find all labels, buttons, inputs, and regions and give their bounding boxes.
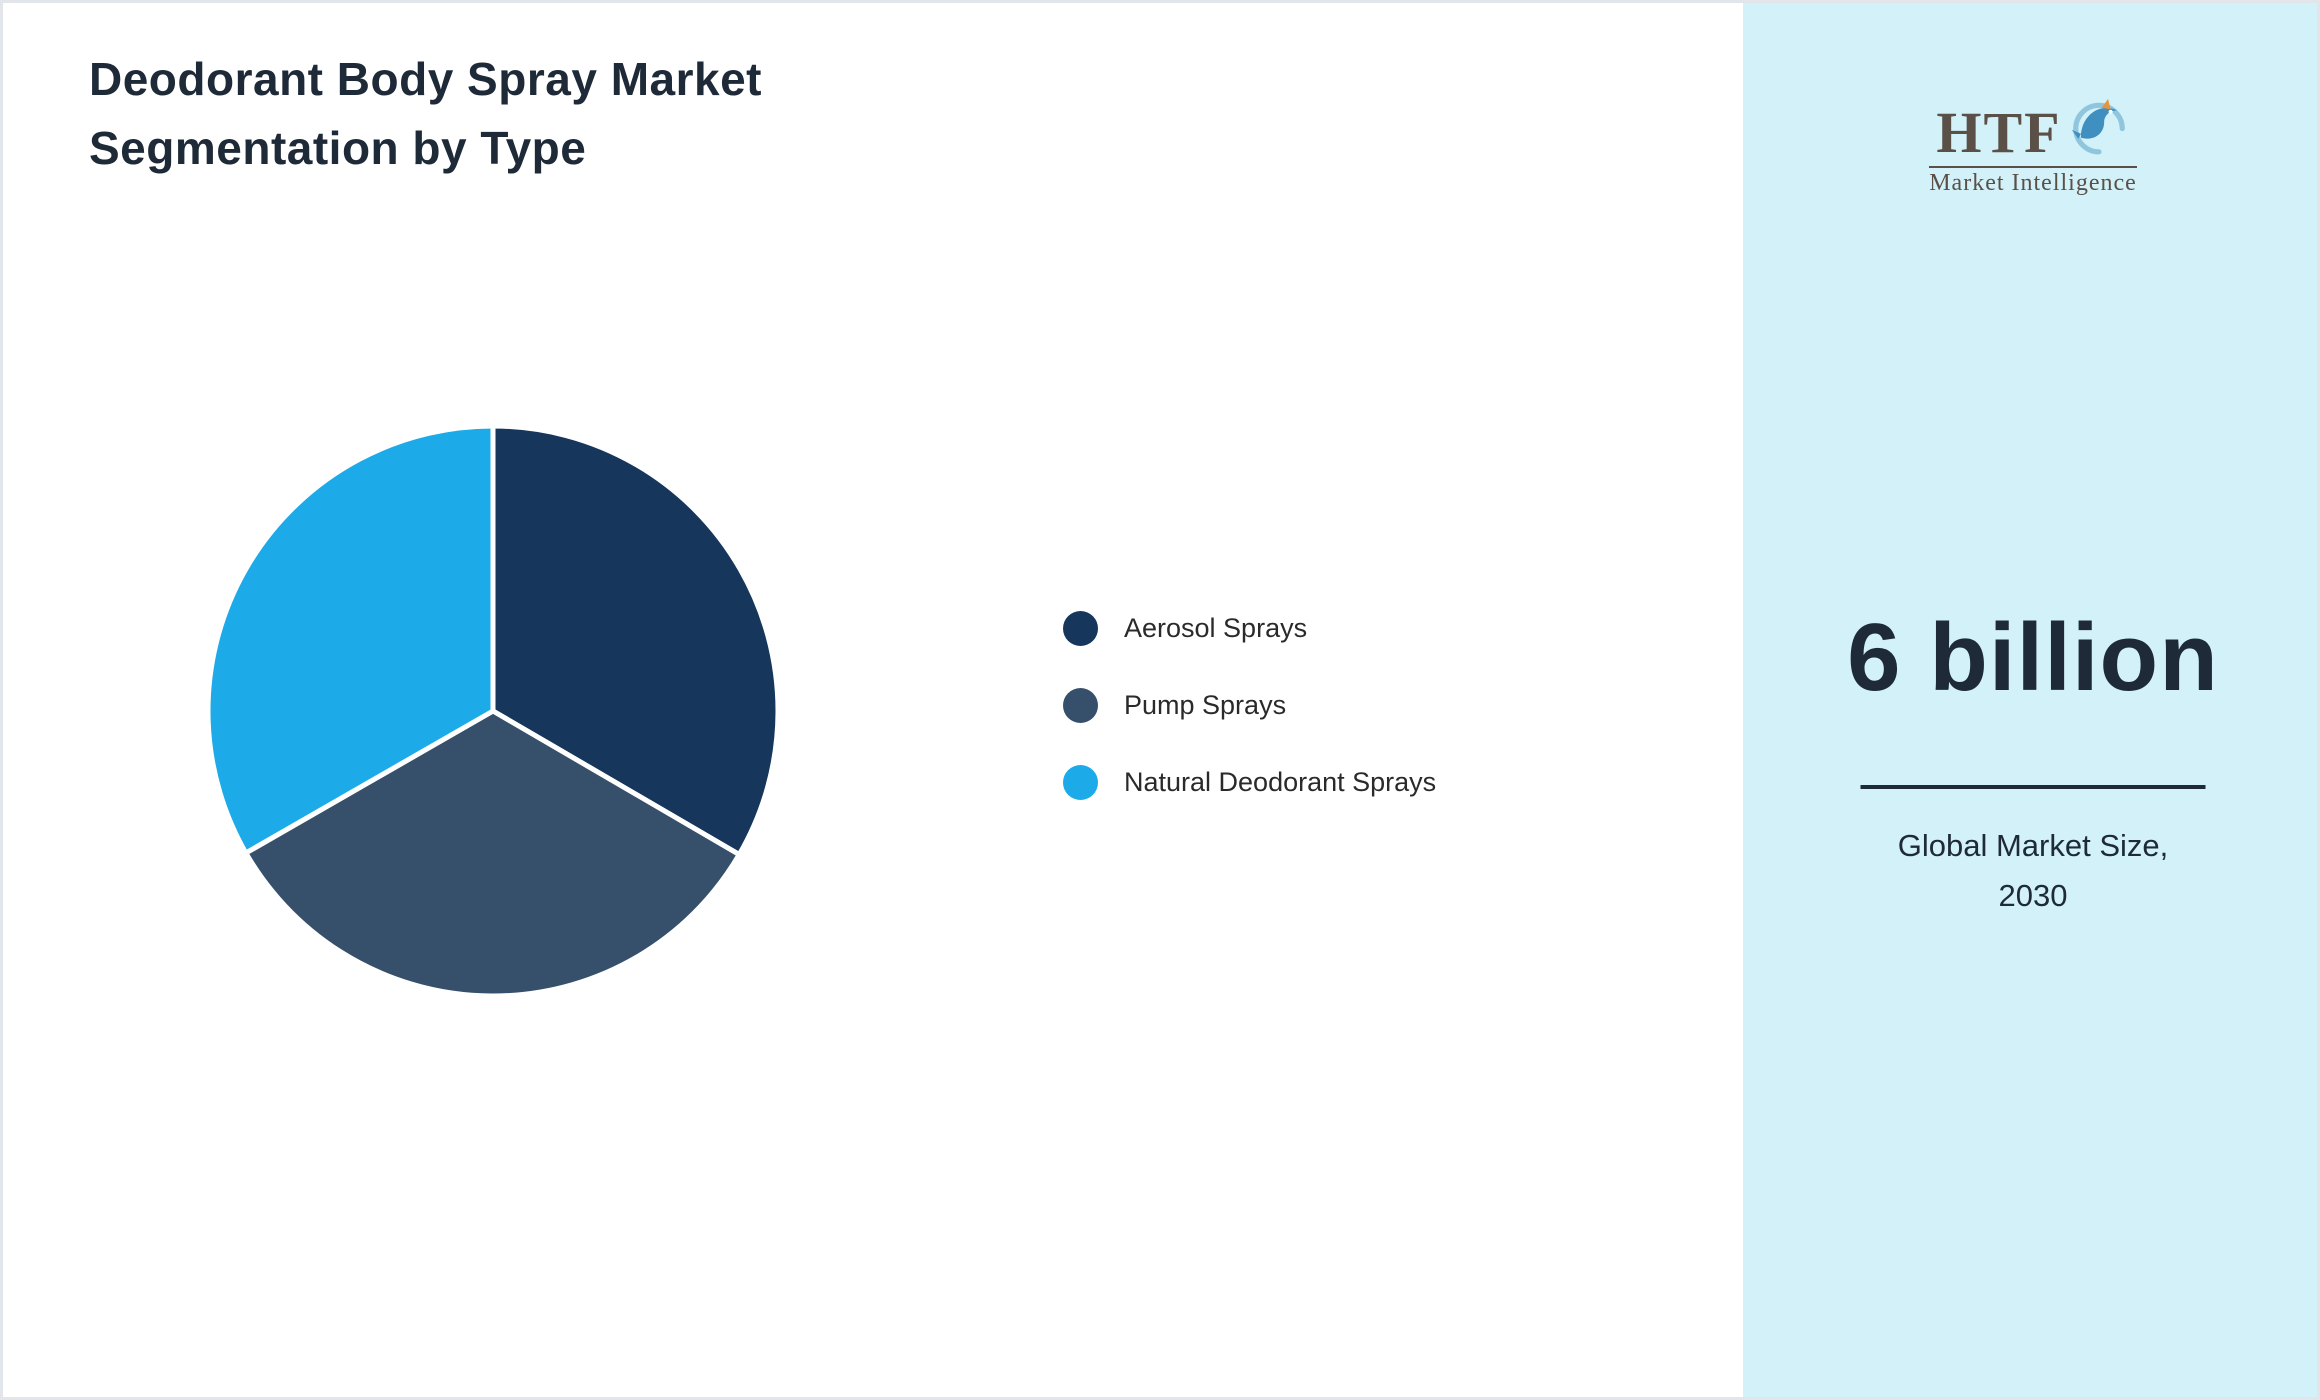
pie-chart (193, 411, 793, 1011)
pie-slice-aerosol-sprays (490, 423, 781, 858)
dolphin-icon (2068, 95, 2130, 162)
side-panel: HTF Market Intelligence 6 billion Global… (1743, 3, 2317, 1397)
pie-slice-natural-deodorant-sprays (205, 423, 496, 856)
htf-logo: HTF Market Intelligence (1743, 95, 2317, 197)
legend-dot-pump-sprays (1063, 688, 1098, 723)
pie-chart-svg (205, 423, 781, 999)
legend-label: Natural Deodorant Sprays (1124, 767, 1437, 797)
legend-label: Aerosol Sprays (1124, 613, 1308, 643)
legend-item-pump-sprays: Pump Sprays (1063, 688, 1436, 723)
logo-subtext: Market Intelligence (1929, 166, 2137, 197)
caption-line-1: Global Market Size, (1897, 828, 2169, 863)
chart-legend: Aerosol Sprays Pump Sprays Natural Deodo… (1063, 611, 1436, 800)
legend-dot-natural-deodorant-sprays (1063, 765, 1098, 800)
chart-title: Deodorant Body Spray Market Segmentation… (89, 53, 762, 174)
legend-item-aerosol-sprays: Aerosol Sprays (1063, 611, 1436, 646)
legend-item-natural-deodorant-sprays: Natural Deodorant Sprays (1063, 765, 1436, 800)
legend-dot-aerosol-sprays (1063, 611, 1098, 646)
market-size-value: 6 billion (1847, 604, 2219, 711)
logo-text: HTF (1936, 100, 2062, 165)
divider-line (1860, 785, 2206, 789)
market-size-caption: Global Market Size, 2030 (1743, 821, 2317, 920)
caption-line-2: 2030 (1998, 877, 2068, 913)
legend-label: Pump Sprays (1124, 690, 1287, 720)
